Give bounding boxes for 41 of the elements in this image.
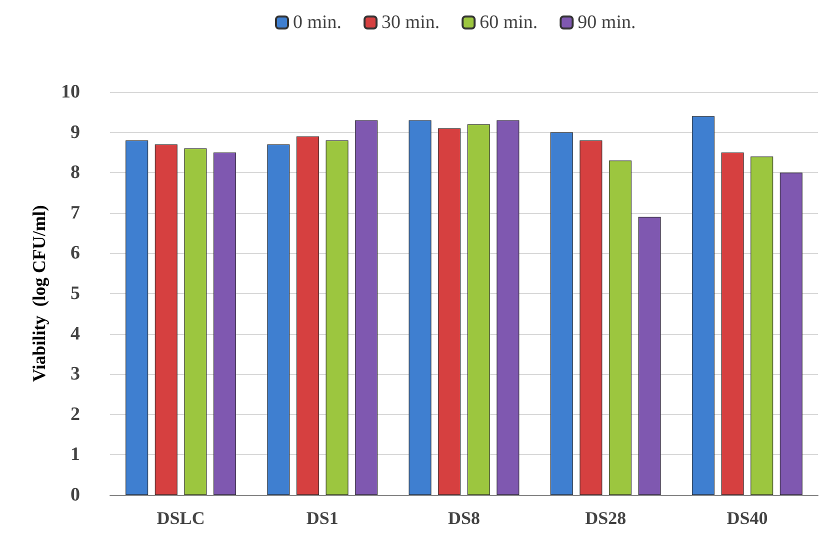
bar (692, 116, 715, 495)
x-tick-label: DS40 (726, 508, 768, 528)
x-tick-label: DSLC (156, 508, 205, 528)
y-axis-title: Viability (log CFU/ml) (29, 205, 49, 382)
bar (438, 128, 461, 495)
y-tick-label: 8 (70, 162, 80, 184)
bar (326, 140, 348, 495)
bar (296, 136, 320, 495)
bar (355, 120, 378, 495)
bar (638, 216, 661, 495)
y-tick-label: 9 (70, 122, 80, 143)
legend-label: 90 min. (578, 12, 636, 33)
legend-label: 60 min. (480, 12, 538, 33)
bar (550, 132, 573, 495)
legend-label: 30 min. (382, 12, 440, 33)
y-tick-label: 5 (70, 283, 80, 304)
y-tick-label: 10 (61, 82, 80, 102)
legend-label: 0 min. (293, 12, 342, 33)
y-tick-label: 0 (70, 484, 80, 506)
bar (496, 120, 520, 495)
bar (780, 172, 802, 495)
bar (408, 120, 432, 495)
y-tick-label: 1 (70, 444, 80, 466)
y-tick-label: 7 (70, 202, 80, 224)
x-tick-label: DS8 (448, 508, 480, 528)
bar (721, 152, 744, 495)
y-tick-label: 2 (70, 404, 80, 425)
x-tick-label: DS28 (585, 508, 626, 528)
y-tick-label: 6 (70, 242, 80, 264)
bar (126, 140, 148, 495)
y-tick-label: 4 (70, 323, 80, 344)
x-tick-label: DS1 (306, 508, 338, 528)
bar (213, 152, 236, 495)
bar (267, 144, 290, 495)
y-tick-label: 3 (70, 364, 80, 385)
bar (750, 156, 774, 495)
bar (608, 160, 632, 495)
bar (184, 148, 207, 495)
bar (580, 140, 602, 495)
bar (467, 124, 490, 495)
bar (154, 144, 178, 495)
